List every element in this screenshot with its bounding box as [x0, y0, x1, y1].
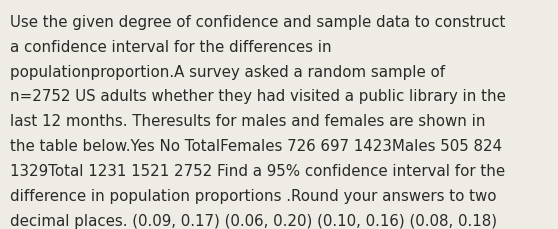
Text: the table below.Yes No TotalFemales 726 697 1423Males 505 824: the table below.Yes No TotalFemales 726 …	[10, 139, 502, 153]
Text: Use the given degree of confidence and sample data to construct: Use the given degree of confidence and s…	[10, 15, 506, 30]
Text: 1329Total 1231 1521 2752 Find a 95% confidence interval for the: 1329Total 1231 1521 2752 Find a 95% conf…	[10, 163, 505, 178]
Text: a confidence interval for the differences in: a confidence interval for the difference…	[10, 40, 331, 55]
Text: difference in population proportions .Round your answers to two: difference in population proportions .Ro…	[10, 188, 497, 203]
Text: n=2752 US adults whether they had visited a public library in the: n=2752 US adults whether they had visite…	[10, 89, 506, 104]
Text: decimal places. (0.09, 0.17) (0.06, 0.20) (0.10, 0.16) (0.08, 0.18): decimal places. (0.09, 0.17) (0.06, 0.20…	[10, 213, 497, 228]
Text: populationproportion.A survey asked a random sample of: populationproportion.A survey asked a ra…	[10, 64, 445, 79]
Text: last 12 months. Theresults for males and females are shown in: last 12 months. Theresults for males and…	[10, 114, 485, 129]
